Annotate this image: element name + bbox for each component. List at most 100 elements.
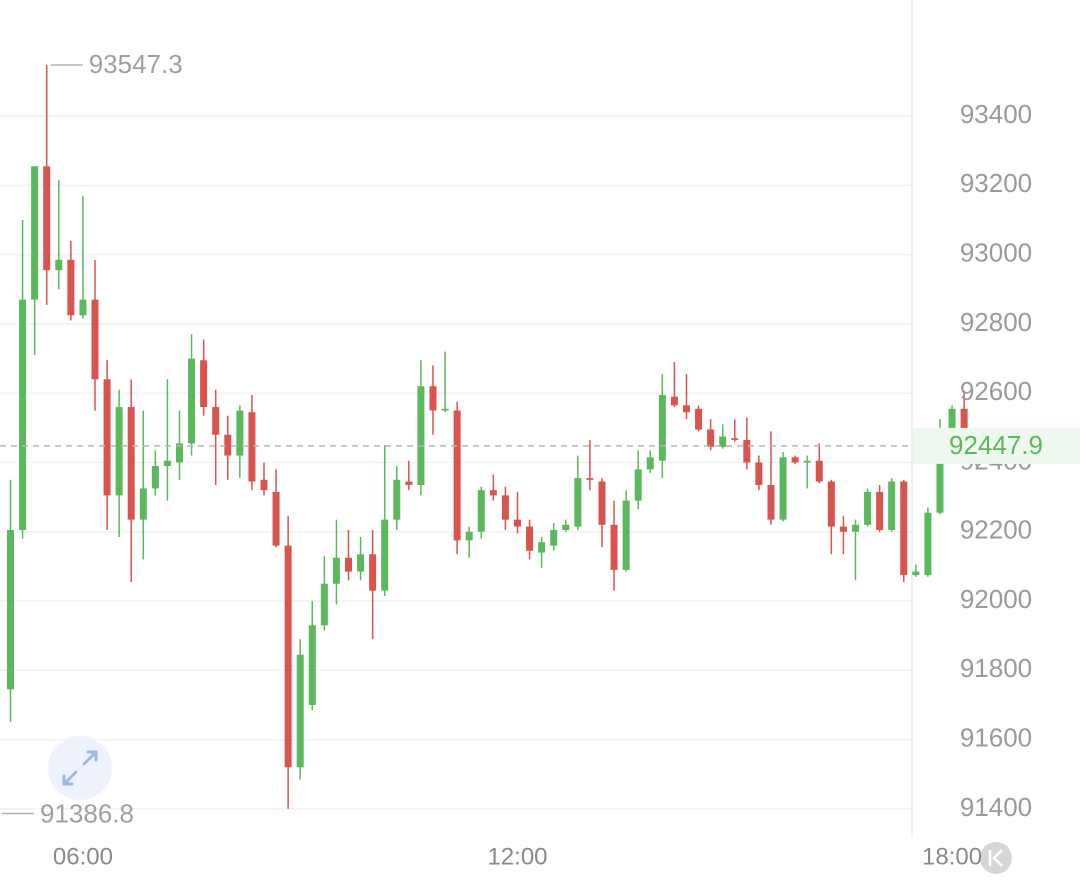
y-tick-label: 91800 <box>960 653 1032 683</box>
candle-body <box>598 481 606 525</box>
candle-body <box>550 530 558 546</box>
candle-body <box>200 360 208 408</box>
candle-body <box>465 531 473 541</box>
candle-body <box>175 443 183 463</box>
candle-body <box>441 408 449 411</box>
candle-body <box>634 469 642 501</box>
candle-body <box>586 478 594 480</box>
candle-body <box>55 259 63 271</box>
candle-body <box>707 429 715 447</box>
candle-body <box>369 554 377 591</box>
candle-body <box>67 259 75 316</box>
candle-body <box>731 438 739 440</box>
candle-body <box>960 408 968 447</box>
candle-body <box>43 166 51 271</box>
candle-body <box>284 545 292 768</box>
candle-body <box>501 495 509 520</box>
expand-button[interactable] <box>48 736 112 800</box>
candle-body <box>610 524 618 570</box>
candle-body <box>538 542 546 553</box>
candle-body <box>115 407 123 496</box>
candle-body <box>682 405 690 413</box>
candle-body <box>248 412 256 482</box>
candle-body <box>405 481 413 485</box>
candle-body <box>719 436 727 447</box>
candle-body <box>393 479 401 520</box>
candle-body <box>260 479 268 491</box>
candle-body <box>526 526 534 551</box>
max-marker-label: 93547.3 <box>89 49 183 79</box>
candle-body <box>332 557 340 584</box>
min-marker-label: 91386.8 <box>40 798 134 828</box>
candle-body <box>900 481 908 576</box>
y-tick-label: 91600 <box>960 722 1032 752</box>
candle-body <box>779 457 787 520</box>
x-tick-label: 12:00 <box>487 843 547 870</box>
candle-body <box>743 439 751 463</box>
x-tick-label: 18:00 <box>922 843 982 870</box>
candle-body <box>513 519 521 527</box>
candle-body <box>658 394 666 461</box>
plot-area <box>7 65 980 809</box>
candle-body <box>224 434 232 456</box>
candle-body <box>357 554 365 572</box>
candle-body <box>429 386 437 411</box>
candle-body <box>646 457 654 470</box>
y-tick-label: 91400 <box>960 792 1032 822</box>
candle-body <box>912 571 920 576</box>
candle-body <box>296 654 304 768</box>
candle-body <box>381 519 389 591</box>
candle-body <box>876 491 884 531</box>
grid <box>0 115 912 810</box>
candle-body <box>827 481 835 527</box>
candle-body <box>948 408 956 434</box>
candle-body <box>308 625 316 705</box>
candle-body <box>489 490 497 496</box>
candle-body <box>839 526 847 532</box>
last-price-label: 92447.9 <box>949 430 1043 460</box>
candle-body <box>864 491 872 525</box>
candle-body <box>622 500 630 570</box>
x-tick-label: 06:00 <box>53 843 113 870</box>
candle-body <box>344 557 352 572</box>
candle-body <box>188 358 196 444</box>
y-tick-label: 92600 <box>960 376 1032 406</box>
candle-body <box>791 457 799 463</box>
candle-body <box>803 460 811 463</box>
candle-body <box>574 478 582 527</box>
candle-body <box>453 410 461 541</box>
last-price-tag <box>913 427 1080 464</box>
candle-body <box>103 379 111 496</box>
candle-body <box>851 524 859 532</box>
candle-body <box>477 490 485 532</box>
candle-body <box>139 488 147 520</box>
candle-body <box>888 481 896 531</box>
y-tick-label: 93400 <box>960 99 1032 129</box>
y-tick-label: 92000 <box>960 584 1032 614</box>
candle-body <box>670 396 678 406</box>
candle-body <box>924 512 932 576</box>
candle-body <box>236 410 244 456</box>
y-tick-label: 92800 <box>960 307 1032 337</box>
candle-body <box>755 462 763 485</box>
candle-body <box>212 407 220 435</box>
candle-body <box>272 491 280 546</box>
y-tick-label: 93200 <box>960 168 1032 198</box>
candle-body <box>767 484 775 520</box>
candle-body <box>7 530 15 690</box>
scroll-to-latest-button[interactable] <box>980 842 1012 874</box>
candle-body <box>127 407 135 520</box>
candle-body <box>815 460 823 482</box>
candle-body <box>936 433 944 513</box>
candle-body <box>163 460 171 466</box>
candle-body <box>417 386 425 485</box>
candle-body <box>91 299 99 380</box>
candle-body <box>320 583 328 626</box>
candle-body <box>562 524 570 531</box>
candle-body <box>31 166 39 300</box>
y-tick-label: 92200 <box>960 515 1032 545</box>
candle-body <box>19 299 27 531</box>
candle-body <box>79 299 87 316</box>
candle-body <box>695 408 703 430</box>
